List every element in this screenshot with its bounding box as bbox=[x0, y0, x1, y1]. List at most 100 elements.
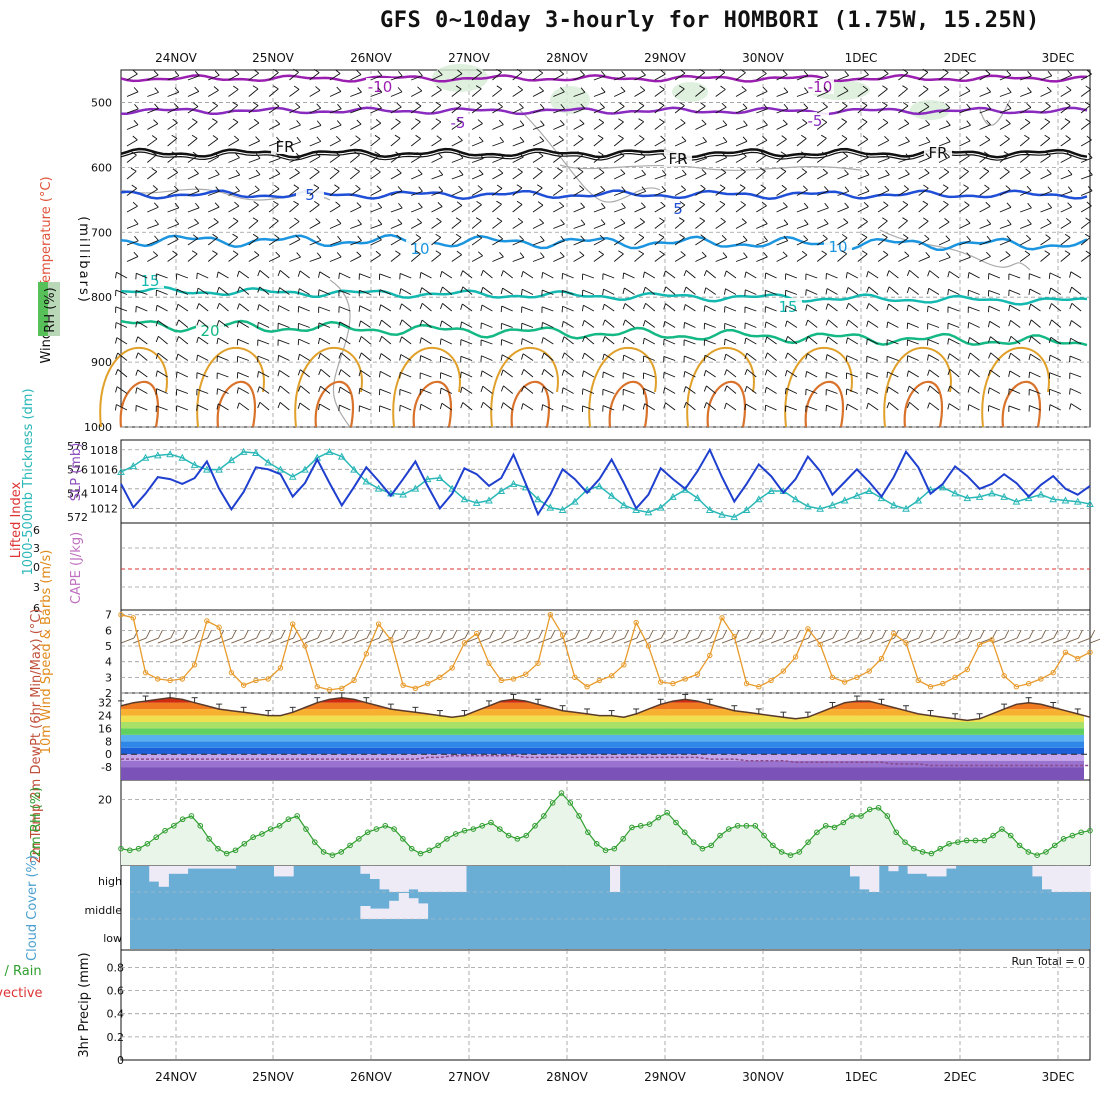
wind-barb bbox=[137, 352, 148, 361]
wind-barb-flag bbox=[1085, 85, 1091, 90]
wind-barb bbox=[674, 88, 685, 97]
wind-barb-flag bbox=[803, 235, 809, 241]
wind-barb bbox=[198, 303, 209, 312]
wind-speed-point bbox=[400, 682, 406, 688]
wind-barb-flag bbox=[984, 184, 990, 189]
wind-barb bbox=[340, 336, 351, 345]
wind-barb-flag bbox=[925, 119, 931, 125]
wind-barb bbox=[492, 188, 503, 196]
wind-barb-flag bbox=[824, 186, 829, 192]
wind-barb bbox=[451, 140, 463, 147]
wind-barb-flag bbox=[886, 303, 890, 310]
wind-barb bbox=[806, 289, 818, 295]
wind-barb-flag bbox=[661, 153, 667, 159]
wind-barb bbox=[512, 107, 524, 114]
wind-barb-flag bbox=[1046, 86, 1052, 92]
wind-barb bbox=[888, 286, 899, 295]
rh-legend-label: RH (%) bbox=[43, 287, 58, 332]
wind-barb bbox=[399, 388, 412, 394]
rh-contour bbox=[329, 279, 351, 428]
temp-band bbox=[121, 702, 1084, 710]
wind-barb-flag bbox=[478, 136, 484, 142]
wind-barb bbox=[553, 154, 564, 163]
wind-barb-flag bbox=[152, 251, 159, 256]
wind-barb bbox=[411, 75, 423, 81]
wind-barb-flag bbox=[253, 69, 259, 74]
wind-barb bbox=[785, 305, 798, 312]
wind-barb-10m-flag bbox=[575, 629, 580, 639]
thickness-point bbox=[853, 491, 861, 499]
wind-barb bbox=[857, 105, 868, 114]
wind-barb bbox=[359, 405, 371, 411]
wind-barb-flag bbox=[861, 118, 868, 123]
wind-barb-10m-flag bbox=[1053, 629, 1059, 639]
wind-barb-flag bbox=[419, 287, 423, 294]
cloud-high-gap bbox=[946, 866, 957, 869]
wind-barb-flag bbox=[193, 102, 199, 107]
wind-barb-flag bbox=[947, 353, 950, 360]
wind-barb bbox=[776, 138, 787, 147]
wind-barb bbox=[1060, 237, 1071, 246]
wind-barb bbox=[318, 322, 331, 328]
wind-barb bbox=[1069, 372, 1082, 378]
rh2m-point bbox=[461, 827, 468, 834]
wind-barb bbox=[826, 354, 838, 361]
wind-barb bbox=[695, 220, 706, 229]
wind-barb bbox=[634, 190, 646, 196]
thickness-point bbox=[129, 462, 138, 470]
wind-barb bbox=[1049, 272, 1061, 279]
wind-barb bbox=[370, 189, 382, 196]
wind-barb bbox=[654, 73, 666, 81]
wind-barb bbox=[898, 188, 909, 196]
wind-barb bbox=[268, 237, 280, 246]
rh2m-point bbox=[549, 800, 556, 806]
wind-barb bbox=[685, 286, 696, 295]
wind-barb bbox=[390, 106, 402, 114]
wind-barb-flag bbox=[338, 321, 341, 328]
wind-barb-flag bbox=[131, 151, 137, 156]
pressure-tick: 600 bbox=[91, 161, 112, 174]
wind-barb-flag bbox=[456, 118, 462, 123]
wind-barb-flag bbox=[557, 167, 563, 172]
wind-barb bbox=[593, 172, 605, 180]
precip-legend-total: Total / Rain bbox=[0, 964, 42, 979]
wind-barb bbox=[999, 171, 1010, 180]
wind-barb-flag bbox=[419, 404, 422, 411]
wind-barb bbox=[654, 104, 665, 114]
wind-barb-flag bbox=[257, 270, 261, 277]
wind-barb-flag bbox=[196, 303, 200, 310]
wind-barb-10m bbox=[574, 637, 588, 644]
wind-barb-10m-flag bbox=[869, 629, 875, 639]
wind-barb bbox=[542, 337, 554, 345]
wind-barb-10m bbox=[709, 637, 723, 644]
wind-barb-flag bbox=[619, 151, 625, 157]
wind-barb-flag bbox=[1008, 305, 1011, 312]
thickness-point bbox=[190, 460, 199, 468]
wind-barb bbox=[268, 255, 281, 262]
wind-barb-flag bbox=[764, 387, 767, 394]
cloud-ylabel: Cloud Cover (%) bbox=[25, 855, 40, 961]
wind-barb-flag bbox=[986, 87, 992, 93]
wind-barb-10m bbox=[1028, 637, 1042, 644]
wind-barb bbox=[289, 157, 301, 163]
wind-barb-flag bbox=[541, 352, 545, 359]
wind-barb-flag bbox=[155, 370, 158, 377]
wind-barb bbox=[248, 157, 261, 163]
wind-barb bbox=[979, 170, 990, 180]
wind-barb-flag bbox=[987, 321, 991, 328]
wind-barb bbox=[715, 221, 726, 229]
wind-barb bbox=[806, 304, 818, 312]
rh2m-point bbox=[593, 840, 600, 847]
wind-barb-flag bbox=[457, 69, 463, 75]
wind-speed-point bbox=[449, 665, 455, 671]
wind-barb-flag bbox=[803, 103, 809, 109]
wind-barb-flag bbox=[296, 136, 302, 143]
wind-barb-flag bbox=[115, 369, 119, 376]
wind-barb-10m-flag bbox=[685, 629, 691, 639]
wind-barb-flag bbox=[824, 70, 829, 77]
wind-barbs-10m bbox=[120, 629, 1100, 644]
low-level-contour bbox=[294, 346, 363, 428]
wind-barb bbox=[938, 171, 950, 180]
wind-barb bbox=[1040, 222, 1052, 229]
wind-barb-flag bbox=[115, 404, 117, 411]
